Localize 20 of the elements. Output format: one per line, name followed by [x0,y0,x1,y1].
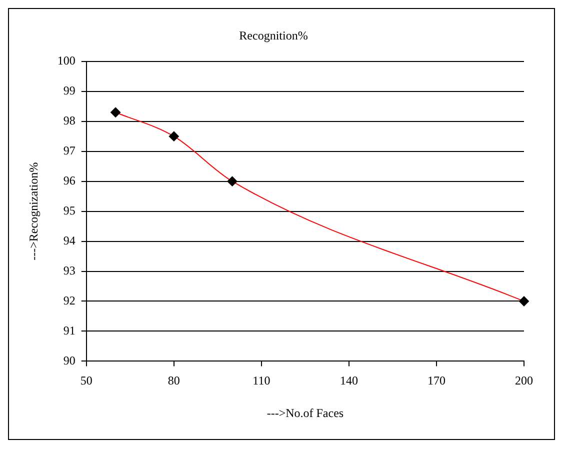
x-tick-label: 50 [80,374,92,388]
x-tick-label: 140 [340,374,358,388]
y-tick-label: 100 [57,54,76,68]
y-tick-label: 95 [63,203,76,218]
y-tick-label: 94 [63,233,76,248]
y-tick-label: 93 [63,263,76,278]
y-axis-title: --->Recognization% [26,162,40,260]
x-tick-label: 80 [168,374,180,388]
x-tick-label: 200 [515,374,533,388]
y-tick-label: 96 [63,173,76,188]
y-tick-label: 99 [63,84,76,98]
x-tick-label: 170 [427,374,446,388]
x-tick-label: 110 [252,374,270,388]
y-tick-label: 91 [63,323,76,338]
y-tick-label: 90 [63,353,76,368]
y-tick-label: 97 [63,143,76,158]
y-tick-label: 98 [63,114,76,128]
chart-title: Recognition% [239,28,308,42]
y-tick-label: 92 [63,293,76,308]
x-axis-title: --->No.of Faces [266,406,344,420]
